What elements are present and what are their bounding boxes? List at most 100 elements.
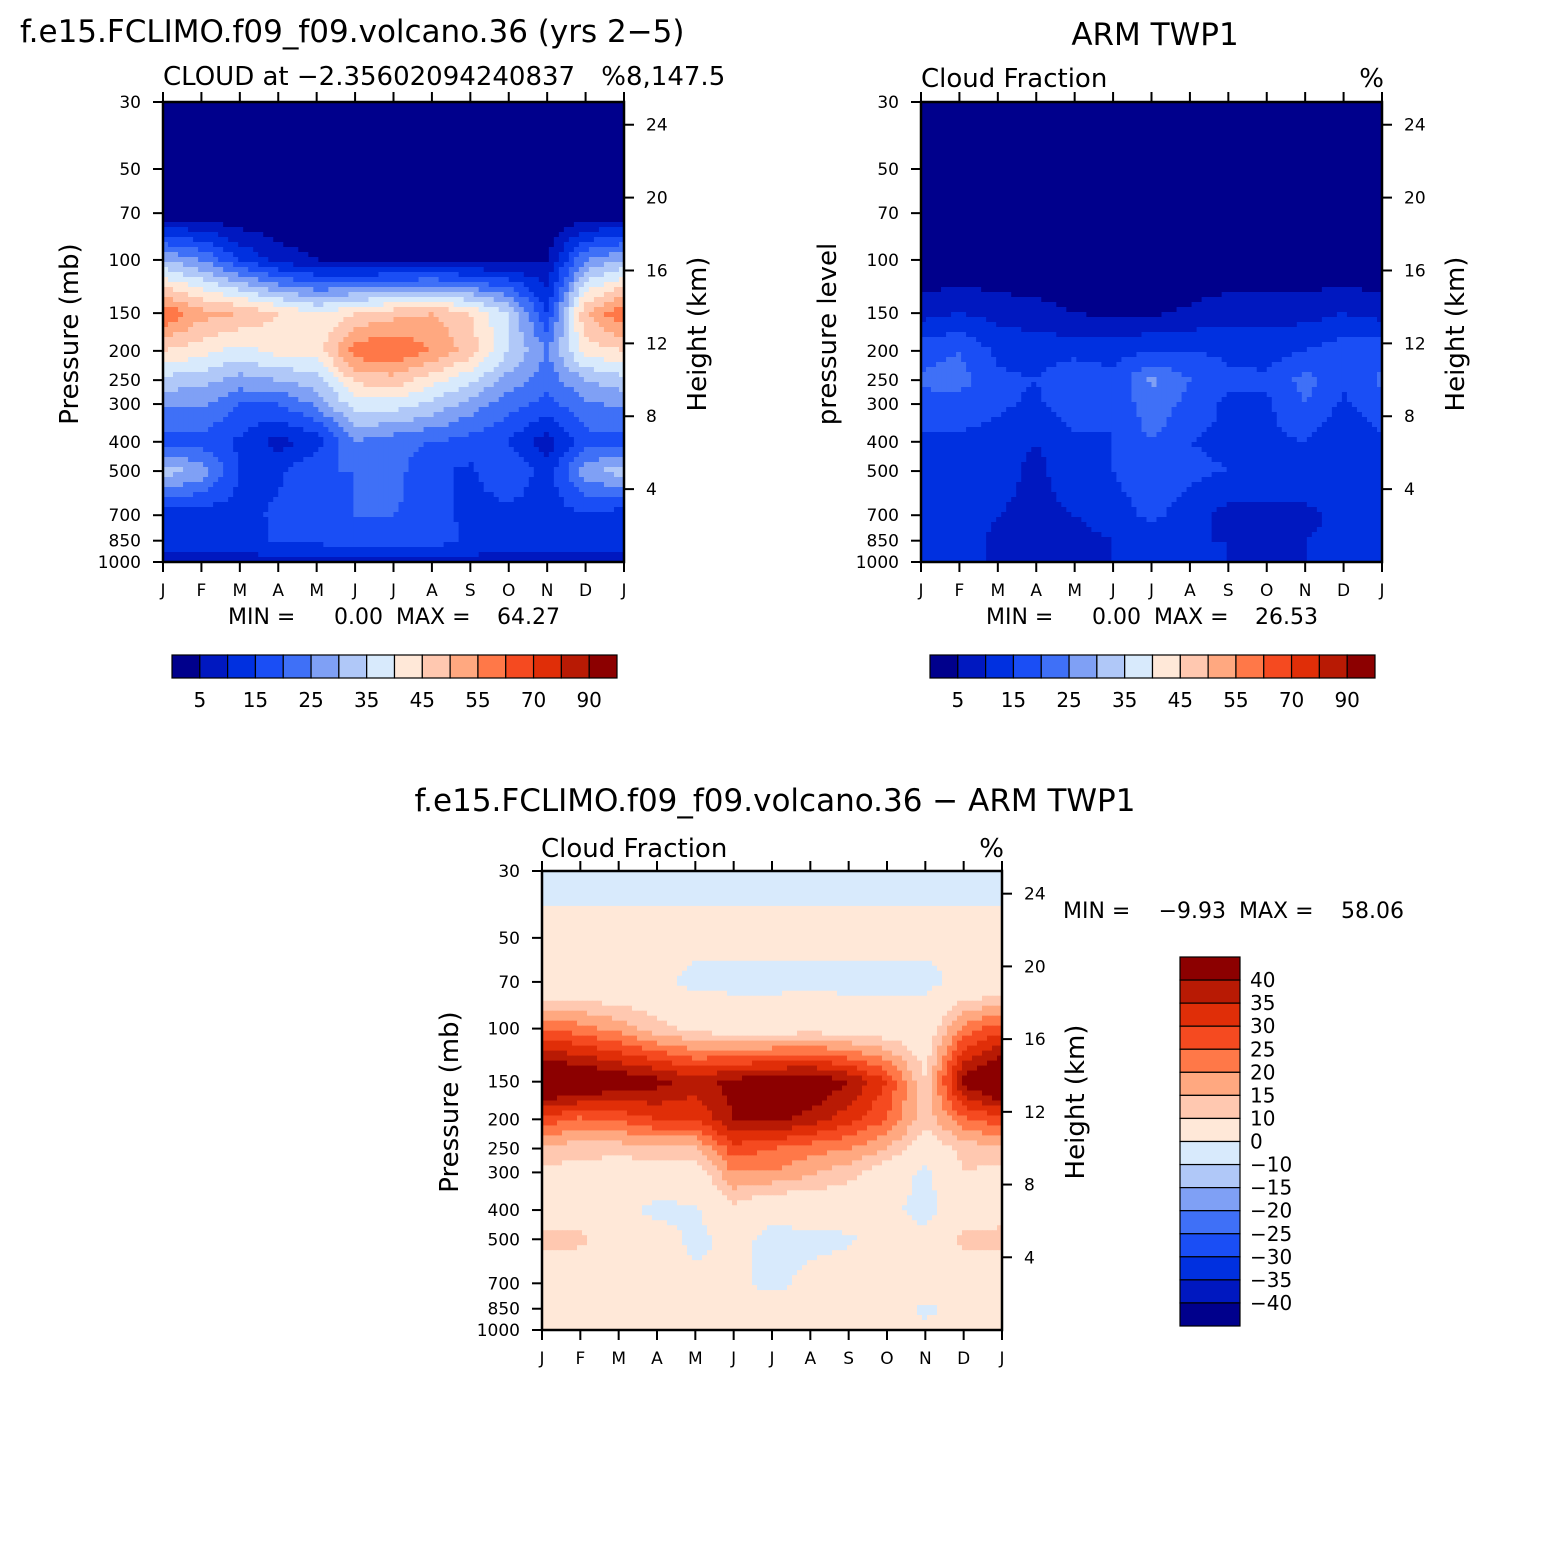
field-cell	[474, 207, 480, 213]
field-cell	[584, 287, 590, 293]
field-cell	[283, 247, 289, 253]
field-cell	[373, 152, 379, 158]
field-cell	[489, 122, 495, 128]
field-cell	[564, 357, 570, 363]
field-cell	[308, 152, 314, 158]
field-cell	[363, 357, 369, 363]
field-cell	[353, 197, 359, 203]
field-cell	[559, 192, 565, 198]
field-cell	[318, 132, 324, 138]
field-cell	[589, 222, 595, 228]
field-cell	[343, 192, 349, 198]
field-cell	[358, 297, 364, 303]
field-cell	[248, 287, 254, 293]
field-cell	[198, 322, 204, 328]
field-cell	[494, 117, 500, 123]
field-cell	[554, 332, 560, 338]
field-cell	[509, 312, 515, 318]
field-cell	[318, 187, 324, 193]
field-cell	[323, 322, 329, 328]
field-cell	[534, 167, 540, 173]
field-cell	[248, 127, 254, 133]
field-cell	[544, 222, 550, 228]
field-cell	[434, 357, 440, 363]
field-cell	[223, 182, 229, 188]
field-cell	[318, 167, 324, 173]
field-cell	[263, 152, 269, 158]
field-cell	[333, 222, 339, 228]
field-cell	[183, 287, 189, 293]
field-cell	[208, 192, 214, 198]
field-cell	[404, 142, 410, 148]
field-cell	[263, 237, 269, 243]
field-cell	[353, 142, 359, 148]
field-cell	[353, 127, 359, 133]
field-cell	[368, 337, 374, 343]
field-cell	[559, 257, 565, 263]
field-cell	[298, 177, 304, 183]
field-cell	[459, 342, 465, 348]
field-cell	[474, 127, 480, 133]
field-cell	[424, 187, 430, 193]
field-cell	[444, 282, 450, 288]
field-cell	[258, 242, 264, 248]
field-cell	[564, 287, 570, 293]
field-cell	[474, 312, 480, 318]
field-cell	[198, 347, 204, 353]
field-cell	[399, 117, 405, 123]
field-cell	[439, 327, 445, 333]
field-cell	[604, 297, 610, 303]
field-cell	[454, 257, 460, 263]
field-cell	[599, 347, 605, 353]
field-cell	[574, 147, 580, 153]
field-cell	[594, 367, 600, 373]
field-cell	[263, 207, 269, 213]
field-cell	[358, 262, 364, 268]
field-cell	[579, 332, 585, 338]
field-cell	[348, 142, 354, 148]
field-cell	[373, 307, 379, 313]
field-cell	[574, 187, 580, 193]
field-cell	[268, 147, 274, 153]
field-cell	[358, 252, 364, 258]
field-cell	[233, 292, 239, 298]
field-cell	[248, 167, 254, 173]
field-cell	[504, 197, 510, 203]
field-cell	[409, 297, 415, 303]
field-cell	[388, 157, 394, 163]
field-cell	[328, 122, 334, 128]
field-cell	[509, 252, 515, 258]
field-cell	[589, 362, 595, 368]
field-cell	[218, 272, 224, 278]
field-cell	[213, 167, 219, 173]
field-cell	[198, 172, 204, 178]
field-cell	[564, 347, 570, 353]
field-cell	[228, 282, 234, 288]
field-cell	[564, 167, 570, 173]
field-cell	[368, 312, 374, 318]
field-cell	[604, 207, 610, 213]
field-cell	[298, 137, 304, 143]
field-cell	[223, 292, 229, 298]
field-cell	[253, 167, 259, 173]
field-cell	[514, 337, 520, 343]
field-cell	[313, 197, 319, 203]
field-cell	[273, 217, 279, 223]
field-cell	[253, 127, 259, 133]
field-cell	[313, 162, 319, 168]
field-cell	[228, 307, 234, 313]
field-cell	[414, 207, 420, 213]
field-cell	[268, 252, 274, 258]
field-cell	[348, 157, 354, 163]
field-cell	[439, 137, 445, 143]
field-cell	[363, 252, 369, 258]
field-cell	[424, 342, 430, 348]
field-cell	[534, 312, 540, 318]
field-cell	[609, 292, 615, 298]
field-cell	[414, 347, 420, 353]
field-cell	[574, 237, 580, 243]
field-cell	[173, 362, 179, 368]
field-cell	[424, 192, 430, 198]
field-cell	[549, 117, 555, 123]
field-cell	[368, 217, 374, 223]
